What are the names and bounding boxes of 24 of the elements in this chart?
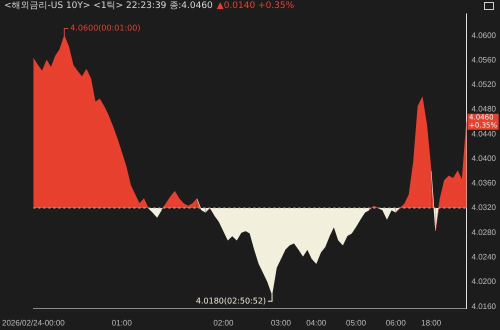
y-tick-label: 4.0320 — [472, 203, 497, 212]
chart-title: <해외금리-US 10Y> <1틱> 22:23:39 종:4.0460 — [4, 1, 213, 11]
x-tick-label: 02:00 — [213, 318, 234, 328]
y-tick-label: 4.0360 — [472, 178, 497, 188]
x-tick-label: 04:00 — [306, 318, 327, 328]
x-tick-label: 05:00 — [346, 318, 367, 328]
annotation: 4.0600(00:01:00) — [70, 24, 140, 33]
chart-subtitle: ▲0.0140 +0.35% — [216, 1, 294, 11]
y-tick-label: 4.0400 — [472, 154, 497, 163]
y-tick-label: 4.0240 — [472, 252, 497, 262]
y-tick-label: 4.0440 — [472, 129, 497, 138]
y-tick-label: 4.0600 — [472, 30, 497, 40]
x-tick-label: 06:00 — [386, 318, 406, 328]
x-tick-label: 18:00 — [421, 318, 442, 328]
y-tick-label: 4.0280 — [472, 228, 497, 237]
annotation: 4.0180(02:50:52) — [196, 296, 266, 306]
x-tick-label: 2026/02/24-00:00 — [2, 318, 66, 328]
x-tick-label: 03:00 — [270, 318, 292, 328]
y-tick-label: 4.0200 — [472, 277, 497, 286]
y-tick-label: 4.0520 — [472, 80, 497, 90]
y-tick-label: 4.0560 — [472, 55, 497, 64]
y-tick-label: 4.0160 — [472, 302, 497, 311]
y-tick-label: 4.0480 — [472, 104, 497, 114]
x-tick-label: 01:00 — [112, 318, 132, 328]
